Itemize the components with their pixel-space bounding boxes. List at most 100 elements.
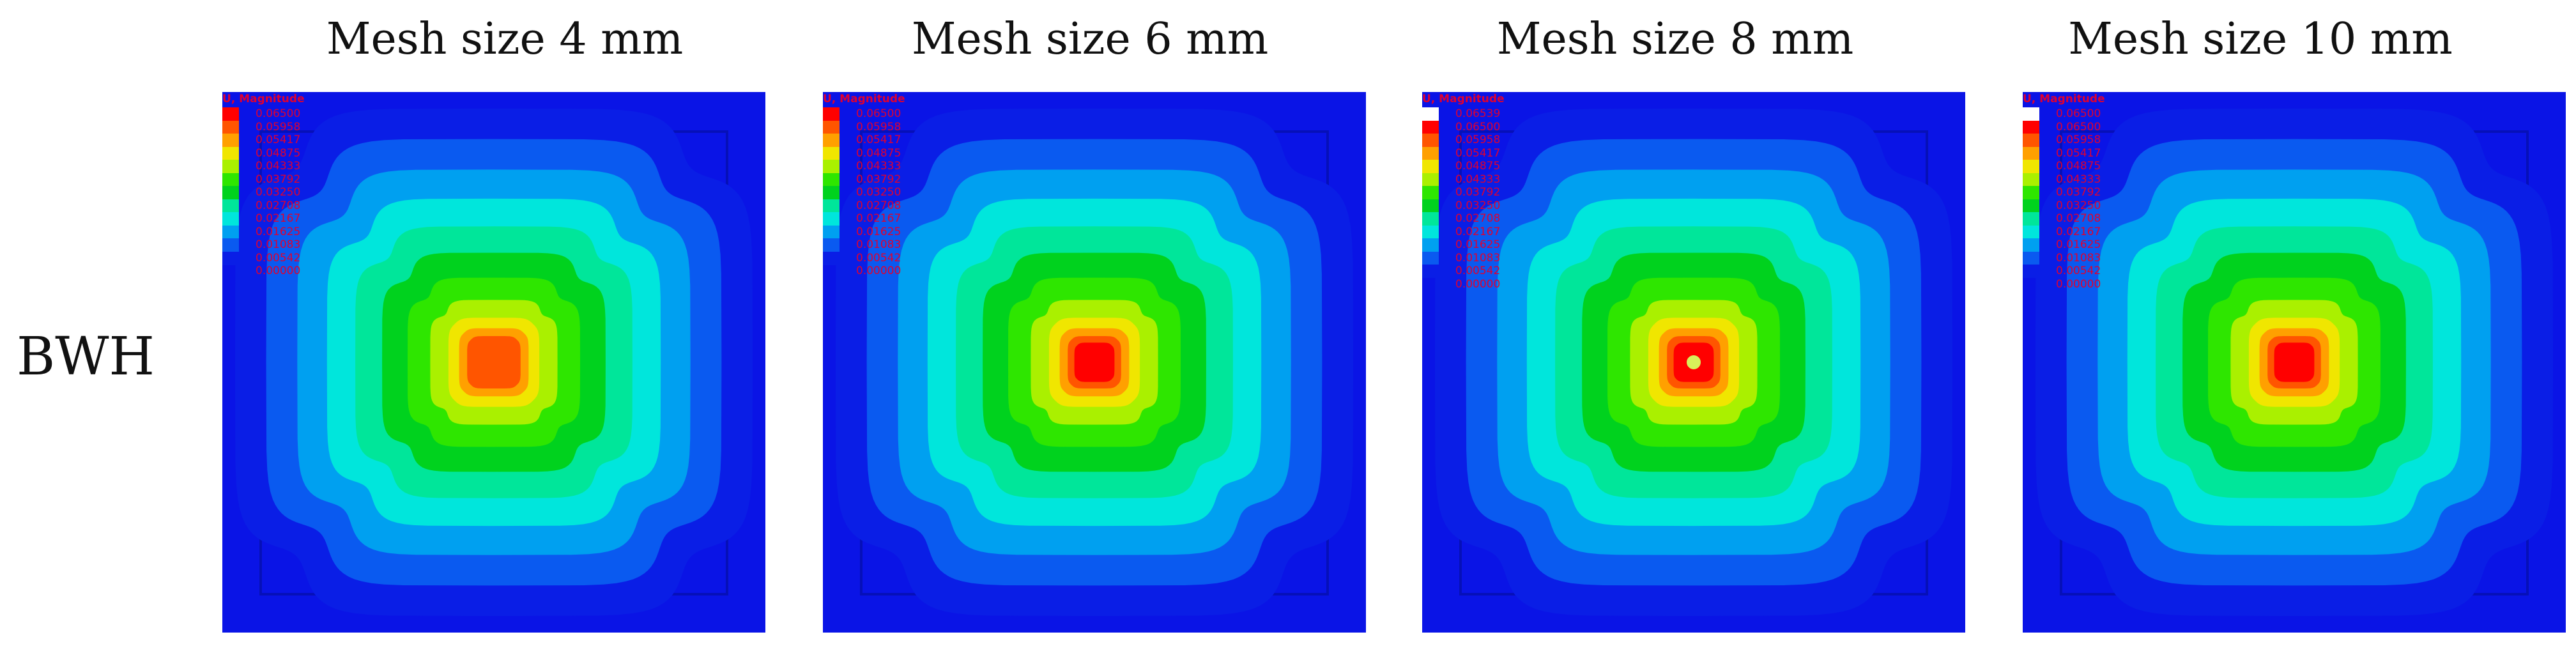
- panel-title-mesh-4mm: Mesh size 4 mm: [326, 14, 684, 65]
- legend-row: 0.05958: [222, 120, 312, 134]
- legend-row: 0.02167: [222, 212, 312, 226]
- legend-row: 0.01083: [222, 238, 312, 252]
- legend-value: 0.03250: [256, 186, 301, 199]
- legend-value: 0.02708: [1455, 212, 1501, 225]
- legend-title: U, Magnitude: [823, 93, 905, 105]
- legend-value: 0.06500: [2056, 107, 2101, 120]
- legend-value: 0.04875: [2056, 160, 2101, 173]
- legend-swatch: [823, 173, 839, 187]
- legend-value: 0.04333: [256, 160, 301, 173]
- legend-row: 0.00542: [2023, 265, 2112, 278]
- legend-swatch: [2023, 146, 2039, 160]
- panel-title-mesh-6mm: Mesh size 6 mm: [911, 14, 1269, 65]
- legend-swatch: [2023, 134, 2039, 147]
- legend-swatch: [2023, 225, 2039, 239]
- legend-row: 0.05958: [2023, 134, 2112, 147]
- legend-value: 0.03792: [256, 173, 301, 186]
- legend-value: 0.04333: [856, 160, 901, 173]
- legend-swatch: [2023, 212, 2039, 226]
- legend-row: 0.06500: [1422, 120, 1512, 134]
- legend-value: 0.06500: [2056, 120, 2101, 134]
- legend-swatch: [1422, 134, 1439, 147]
- legend-row: 0.01625: [2023, 238, 2112, 252]
- legend-value: 0.01083: [256, 238, 301, 251]
- legend-row: 0.03250: [222, 186, 312, 199]
- panel-title-mesh-8mm: Mesh size 8 mm: [1496, 14, 1854, 65]
- legend-swatch: [222, 199, 239, 213]
- legend-row: 0.06500: [823, 107, 912, 121]
- legend-row: 0.03792: [823, 173, 912, 187]
- legend-swatch: [2023, 238, 2039, 252]
- legend-title: U, Magnitude: [1422, 93, 1505, 105]
- displacement-contour-field: [823, 92, 1366, 633]
- legend-row: 0.03250: [823, 186, 912, 199]
- legend-row: 0.04875: [823, 146, 912, 160]
- peak-displacement-marker: [1687, 355, 1701, 369]
- legend-swatch: [222, 134, 239, 147]
- legend-value: 0.03250: [2056, 199, 2101, 212]
- legend-row: 0.06539: [1422, 107, 1512, 121]
- legend-swatch: [823, 186, 839, 199]
- legend-row: 0.03792: [1422, 186, 1512, 199]
- displacement-contour-field: [222, 92, 765, 633]
- legend-value: 0.05417: [856, 134, 901, 146]
- row-label-bwh: BWH: [17, 326, 155, 387]
- legend-value: 0.01083: [2056, 251, 2101, 265]
- legend-swatch: [1422, 199, 1439, 213]
- legend-swatch: [823, 120, 839, 134]
- legend-value: 0.00542: [856, 251, 901, 265]
- contour-band: [2274, 342, 2315, 382]
- legend-row: 0.05958: [823, 120, 912, 134]
- legend-value: 0.05958: [256, 120, 301, 134]
- legend-row: 0.00542: [222, 251, 312, 265]
- legend-value: 0.05958: [856, 120, 901, 134]
- legend-swatch: [222, 212, 239, 226]
- contour-plot-mesh-4mm: U, Magnitude 0.06500 0.05958 0.05417 0.0487…: [222, 92, 765, 633]
- legend-value: 0.05958: [2056, 134, 2101, 146]
- legend-swatch: [1422, 225, 1439, 239]
- legend-swatch: [1422, 107, 1439, 121]
- legend-row: 0.01625: [222, 225, 312, 239]
- legend-swatch: [222, 225, 239, 239]
- legend-row: 0.02708: [2023, 212, 2112, 226]
- legend-value: 0.03792: [2056, 186, 2101, 199]
- legend-value: 0.02167: [856, 212, 901, 225]
- legend-value: 0.00542: [2056, 265, 2101, 277]
- legend-swatch: [823, 146, 839, 160]
- legend-value: 0.01083: [1455, 251, 1501, 265]
- legend-row: 0.01083: [2023, 251, 2112, 265]
- legend-swatch: [1422, 120, 1439, 134]
- legend-swatch: [222, 120, 239, 134]
- legend-swatch: [1422, 265, 1439, 278]
- legend-swatch: [823, 107, 839, 121]
- legend-row: 0.01083: [823, 238, 912, 252]
- legend-value: 0.05417: [256, 134, 301, 146]
- legend-row: 0.01625: [1422, 238, 1512, 252]
- legend-row: 0.03250: [2023, 199, 2112, 213]
- legend-row: 0.00000: [1422, 278, 1512, 291]
- legend-swatch: [2023, 186, 2039, 199]
- legend-row: 0.02167: [2023, 225, 2112, 239]
- legend-swatch: [2023, 173, 2039, 187]
- legend-swatch: [222, 160, 239, 173]
- legend-row: 0.02167: [823, 212, 912, 226]
- legend-row: 0.05417: [222, 134, 312, 147]
- legend-swatch: [1422, 146, 1439, 160]
- legend-value: 0.02167: [1455, 225, 1501, 238]
- legend-row: 0.06500: [2023, 120, 2112, 134]
- legend-row: 0.05958: [1422, 134, 1512, 147]
- legend-swatch: [1422, 186, 1439, 199]
- legend-value: 0.06539: [1455, 107, 1501, 120]
- displacement-contour-field: [2023, 92, 2566, 633]
- legend-row: 0.04333: [222, 160, 312, 173]
- legend-row: 0.03250: [1422, 199, 1512, 213]
- contour-plot-mesh-8mm: U, Magnitude 0.06539 0.06500 0.05958 0.0541…: [1422, 92, 1965, 633]
- legend-value: 0.04875: [1455, 160, 1501, 173]
- legend-value: 0.06500: [1455, 120, 1501, 134]
- legend-value: 0.01625: [1455, 238, 1501, 251]
- legend-swatch: [222, 107, 239, 121]
- legend-title: U, Magnitude: [2023, 93, 2105, 105]
- legend-row: 0.04875: [1422, 160, 1512, 173]
- legend-row: 0.04875: [2023, 160, 2112, 173]
- legend-value: 0.05417: [1455, 146, 1501, 160]
